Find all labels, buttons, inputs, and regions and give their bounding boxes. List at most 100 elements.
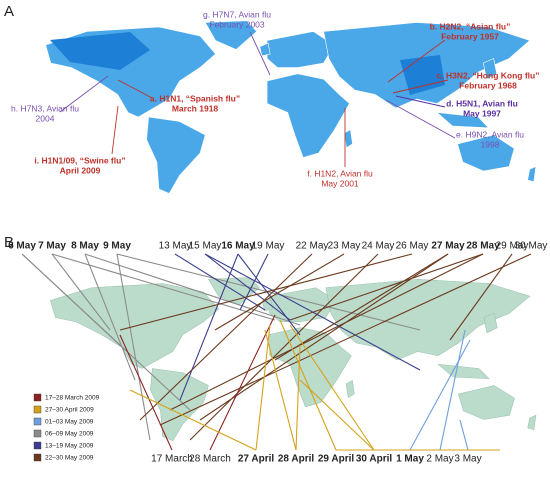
leader-line — [392, 79, 449, 94]
date-label: 28 May — [466, 241, 500, 252]
route-line — [21, 253, 191, 411]
route-line — [119, 334, 173, 451]
annotation-text: f. H1N2, Avian flu — [307, 168, 373, 178]
route-line — [289, 253, 484, 321]
route-line — [159, 253, 532, 426]
annotation-text: g. H7N7, Avian flu — [203, 9, 271, 19]
date-label: 13 May — [159, 241, 192, 252]
route-line — [129, 389, 257, 451]
annotation-text: April 2009 — [60, 165, 101, 175]
annotation-text: d. H5N1, Avian flu — [446, 98, 518, 108]
annotation-text: h. H7N3, Avian flu — [11, 103, 79, 113]
route-line — [279, 319, 337, 451]
leader-line — [249, 31, 271, 76]
annotation-text: February 1968 — [459, 80, 517, 90]
route-line — [174, 253, 266, 311]
legend-label: 17–28 March 2009 — [45, 395, 100, 402]
date-label: 15 May — [189, 241, 222, 252]
date-label: 28 April — [278, 454, 315, 465]
legend-label: 22–30 May 2009 — [45, 455, 94, 462]
route-line — [84, 253, 301, 326]
annotation-text: May 2001 — [321, 178, 359, 188]
route-line — [116, 253, 421, 331]
date-label: 16 May — [221, 241, 255, 252]
legend-swatch — [33, 453, 42, 462]
route-line — [116, 253, 151, 441]
route-line — [449, 253, 513, 341]
date-label: 3 May — [454, 454, 481, 465]
annotation-text: 2004 — [36, 113, 55, 123]
route-line — [264, 329, 297, 451]
route-line — [119, 253, 413, 331]
route-line — [274, 253, 449, 361]
legend-swatch — [33, 393, 42, 402]
date-label: 30 April — [356, 454, 393, 465]
route-line — [239, 253, 269, 311]
legend-swatch — [33, 405, 42, 414]
annotation-text: May 1997 — [463, 108, 501, 118]
date-label: 24 May — [362, 241, 395, 252]
date-label: 29 April — [318, 454, 355, 465]
annotation-text: i. H1N1/09, “Swine flu” — [34, 155, 125, 165]
route-line — [179, 253, 239, 401]
route-line — [299, 379, 375, 451]
date-label: 27 May — [431, 241, 465, 252]
date-label: 6 May — [8, 241, 36, 252]
route-line — [237, 253, 301, 336]
date-label: 8 May — [71, 241, 99, 252]
panel-label: A — [4, 3, 14, 20]
leader-line — [111, 105, 119, 155]
route-line — [51, 253, 111, 331]
date-label: 23 May — [328, 241, 361, 252]
annotation-text: February 1957 — [441, 31, 499, 41]
route-line — [289, 324, 375, 451]
route-line — [439, 329, 466, 451]
route-line — [139, 253, 313, 421]
legend-label: 01–03 May 2009 — [45, 419, 94, 426]
route-line — [204, 253, 291, 321]
route-line — [84, 253, 136, 381]
date-label: 1 May — [396, 454, 424, 465]
leader-line — [387, 39, 446, 83]
route-line — [209, 314, 276, 451]
legend-swatch — [33, 417, 42, 426]
date-label: 7 May — [38, 241, 66, 252]
legend-swatch — [33, 441, 42, 450]
annotation-text: March 1918 — [172, 103, 219, 113]
date-label: 17 March — [151, 454, 193, 465]
leader-line — [117, 79, 153, 99]
annotation-text: b. H2N2, “Asian flu” — [430, 21, 511, 31]
annotation-text: a. H1N1, “Spanish flu” — [150, 93, 240, 103]
route-lines — [21, 31, 532, 451]
route-line — [199, 253, 449, 421]
date-label: 29 May — [496, 241, 529, 252]
date-label: 2 May — [426, 454, 453, 465]
legend-swatch — [33, 429, 42, 438]
leader-line — [59, 75, 109, 113]
annotation-text: February 2003 — [209, 19, 265, 29]
date-label: 19 May — [252, 241, 285, 252]
route-line — [189, 253, 379, 441]
date-label: 26 May — [396, 241, 429, 252]
panel-label: B — [4, 234, 14, 251]
date-label: 9 May — [103, 241, 131, 252]
annotation-text: 1998 — [481, 139, 500, 149]
date-label: 28 March — [189, 454, 231, 465]
route-line — [214, 253, 345, 331]
route-line — [409, 339, 471, 451]
route-line — [255, 324, 271, 451]
route-line — [295, 344, 301, 451]
route-line — [169, 253, 484, 411]
legend-label: 06–09 May 2009 — [45, 431, 94, 438]
annotation-text: c. H3N2, “Hong Kong flu” — [437, 70, 540, 80]
leader-line — [395, 95, 446, 108]
route-line — [459, 419, 469, 451]
legend-label: 13–19 May 2009 — [45, 443, 94, 450]
date-label: 27 April — [238, 454, 275, 465]
date-label: 30 May — [515, 241, 548, 252]
annotation-text: e. H9N2, Avian flu — [456, 129, 524, 139]
date-label: 22 May — [296, 241, 329, 252]
legend-label: 27–30 April 2009 — [45, 407, 94, 414]
leader-line — [385, 99, 456, 139]
